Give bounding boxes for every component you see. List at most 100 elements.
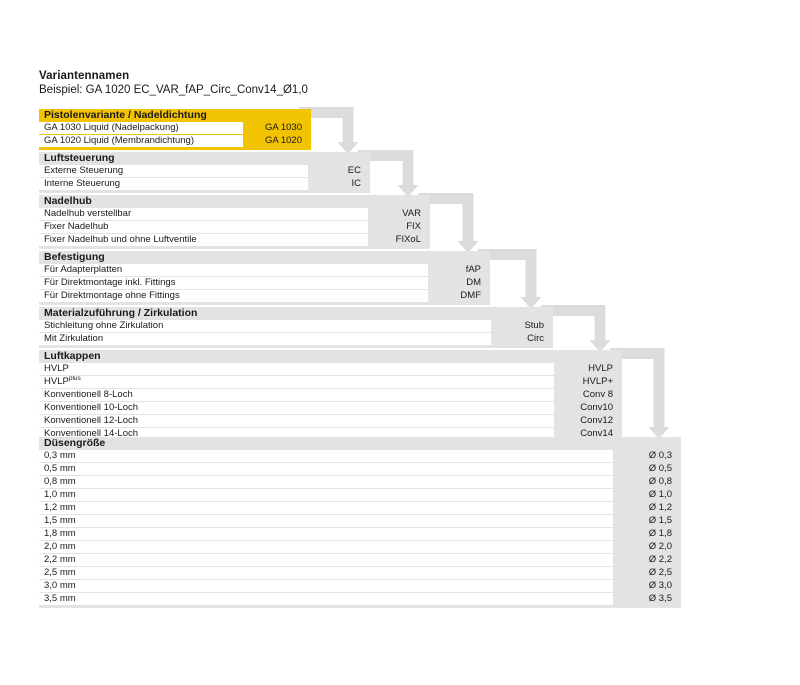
section-heading-luftkappen: Luftkappen [44, 350, 101, 362]
option-label: Konventionell 8-Loch [39, 389, 554, 401]
option-row[interactable]: 1,8 mm Ø 1,8 [39, 528, 681, 540]
option-code: HVLP+ [582, 376, 613, 387]
option-code: Ø 0,8 [648, 476, 672, 487]
option-label: HVLP [39, 363, 554, 375]
option-row[interactable]: Fixer Nadelhub FIX [39, 221, 430, 233]
section-heading-befestigung: Befestigung [44, 251, 105, 263]
option-code: Ø 0,5 [648, 463, 672, 474]
option-row[interactable]: GA 1030 Liquid (Nadelpackung) GA 1030 [39, 122, 311, 134]
option-row[interactable]: Für Adapterplatten fAP [39, 264, 490, 276]
connector-arrow-4 [478, 249, 544, 310]
option-row[interactable]: 2,2 mm Ø 2,2 [39, 554, 681, 566]
option-row[interactable]: 0,8 mm Ø 0,8 [39, 476, 681, 488]
option-label: Für Direktmontage inkl. Fittings [39, 277, 428, 289]
option-label: Konventionell 10-Loch [39, 402, 554, 414]
option-list-nadelhub: Nadelhub verstellbar VAR Fixer Nadelhub FIX… [39, 208, 430, 246]
option-label: Nadelhub verstellbar [39, 208, 368, 220]
option-code: EC [347, 165, 361, 176]
section-duesengroesse: Düsengröße 0,3 mm Ø 0,3 0,5 mm Ø 0,5 0,8 mm Ø … [39, 437, 681, 608]
option-code: Ø 1,8 [648, 528, 672, 539]
option-label: 1,8 mm [39, 528, 613, 540]
option-label: HVLPplus [39, 376, 554, 388]
option-label: 1,5 mm [39, 515, 613, 527]
option-label: 1,2 mm [39, 502, 613, 514]
option-code: Ø 2,0 [648, 541, 672, 552]
option-label: 2,2 mm [39, 554, 613, 566]
option-label: 1,0 mm [39, 489, 613, 501]
option-row[interactable]: 1,2 mm Ø 1,2 [39, 502, 681, 514]
option-code: Ø 3,0 [648, 580, 672, 591]
option-row[interactable]: HVLP HVLP [39, 363, 622, 375]
option-list-pistolenvariante: GA 1030 Liquid (Nadelpackung) GA 1030 GA 1… [39, 122, 311, 147]
option-row[interactable]: HVLPplus HVLP+ [39, 376, 622, 388]
option-code: DM [466, 277, 481, 288]
option-row[interactable]: 2,0 mm Ø 2,0 [39, 541, 681, 553]
option-row[interactable]: Stichleitung ohne Zirkulation Stub [39, 320, 553, 332]
option-list-luftkappen: HVLP HVLP HVLPplus HVLP+ Konventionell 8-Loc… [39, 363, 622, 440]
connector-arrow-3 [418, 193, 481, 254]
option-row[interactable]: Interne Steuerung IC [39, 178, 370, 190]
section-heading-pistolenvariante: Pistolenvariante / Nadeldichtung [44, 109, 207, 121]
section-nadelhub: Nadelhub Nadelhub verstellbar VAR Fixer Nad… [39, 195, 430, 249]
option-code: VAR [402, 208, 421, 219]
option-label: 0,3 mm [39, 450, 613, 462]
option-row[interactable]: 3,5 mm Ø 3,5 [39, 593, 681, 605]
option-code: Ø 0,3 [648, 450, 672, 461]
option-row[interactable]: 0,3 mm Ø 0,3 [39, 450, 681, 462]
option-label: GA 1020 Liquid (Membrandichtung) [39, 135, 243, 147]
option-label: Stichleitung ohne Zirkulation [39, 320, 491, 332]
option-row[interactable]: Für Direktmontage inkl. Fittings DM [39, 277, 490, 289]
option-label: Mit Zirkulation [39, 333, 491, 345]
option-row[interactable]: Für Direktmontage ohne Fittings DMF [39, 290, 490, 302]
option-list-duesengroesse: 0,3 mm Ø 0,3 0,5 mm Ø 0,5 0,8 mm Ø 0,8 1,0 mm Ø… [39, 450, 681, 605]
option-label-superscript: plus [68, 376, 81, 382]
section-heading-duesengroesse: Düsengröße [44, 437, 106, 449]
option-code: Conv12 [580, 415, 613, 426]
option-label: GA 1030 Liquid (Nadelpackung) [39, 122, 243, 134]
option-row[interactable]: 3,0 mm Ø 3,0 [39, 580, 681, 592]
section-heading-nadelhub: Nadelhub [44, 195, 92, 207]
option-row[interactable]: Konventionell 8-Loch Conv 8 [39, 389, 622, 401]
option-code: Ø 1,5 [648, 515, 672, 526]
option-code: Stub [524, 320, 544, 331]
option-row[interactable]: Mit Zirkulation Circ [39, 333, 553, 345]
option-label: Für Adapterplatten [39, 264, 428, 276]
page-example-text: Beispiel: GA 1020 EC_VAR_fAP_Circ_Conv14… [39, 84, 308, 96]
option-code: Circ [527, 333, 544, 344]
option-row[interactable]: Fixer Nadelhub und ohne Luftventile FIXoL [39, 234, 430, 246]
option-code: Ø 2,5 [648, 567, 672, 578]
option-list-luftsteuerung: Externe Steuerung EC Interne Steuerung IC [39, 165, 370, 190]
option-code: fAP [465, 264, 481, 275]
page-title: Variantennamen [39, 70, 130, 82]
section-heading-materialzufuehrung: Materialzuführung / Zirkulation [44, 307, 198, 319]
option-row[interactable]: 1,5 mm Ø 1,5 [39, 515, 681, 527]
option-label: 0,8 mm [39, 476, 613, 488]
option-row[interactable]: 0,5 mm Ø 0,5 [39, 463, 681, 475]
option-code: HVLP [588, 363, 613, 374]
option-code: Conv14 [580, 428, 613, 439]
option-code: FIX [406, 221, 421, 232]
section-heading-luftsteuerung: Luftsteuerung [44, 152, 115, 164]
connector-arrow-5 [541, 305, 613, 353]
option-label: Fixer Nadelhub und ohne Luftventile [39, 234, 368, 246]
option-code: GA 1020 [265, 135, 302, 146]
option-row[interactable]: 1,0 mm Ø 1,0 [39, 489, 681, 501]
connector-arrow-1 [299, 107, 361, 155]
option-list-befestigung: Für Adapterplatten fAP Für Direktmontage i… [39, 264, 490, 302]
option-code: Ø 3,5 [648, 593, 672, 604]
section-luftkappen: Luftkappen HVLP HVLP HVLPplus HVLP+ Konventio… [39, 350, 622, 443]
option-code: GA 1030 [265, 122, 302, 133]
option-row[interactable]: Konventionell 10-Loch Conv10 [39, 402, 622, 414]
option-label: Externe Steuerung [39, 165, 308, 177]
option-code: DMF [460, 290, 481, 301]
section-pistolenvariante: Pistolenvariante / Nadeldichtung GA 1030 … [39, 109, 311, 150]
option-row[interactable]: GA 1020 Liquid (Membrandichtung) GA 1020 [39, 135, 311, 147]
option-row[interactable]: Nadelhub verstellbar VAR [39, 208, 430, 220]
option-row[interactable]: Konventionell 12-Loch Conv12 [39, 415, 622, 427]
option-code: IC [351, 178, 362, 189]
option-row[interactable]: 2,5 mm Ø 2,5 [39, 567, 681, 579]
option-row[interactable]: Externe Steuerung EC [39, 165, 370, 177]
connector-arrow-6 [610, 348, 672, 440]
option-label: Interne Steuerung [39, 178, 308, 190]
